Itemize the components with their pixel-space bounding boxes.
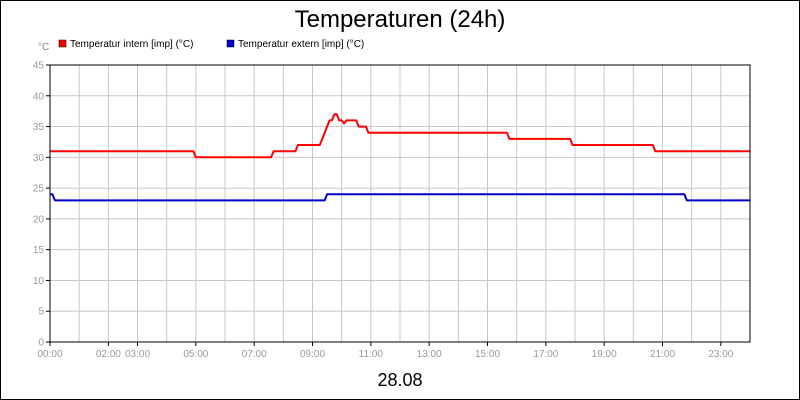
chart-title: Temperaturen (24h) [295,6,506,33]
x-tick-label: 07:00 [242,349,267,360]
x-tick-label: 23:00 [708,349,733,360]
axis-ticks: 0 5 10 15 20 25 30 35 40 45 00:00 02:00 03:00 05:00 07… [33,61,734,361]
x-tick-label: 00:00 [37,349,62,360]
x-tick-label: 02:00 [96,349,121,360]
series-line-extern [50,193,750,202]
y-tick-label: 25 [33,184,45,195]
y-tick-label: 5 [38,307,44,318]
x-tick-label: 19:00 [592,349,617,360]
y-tick-label: 10 [33,276,45,287]
grid [50,65,750,342]
y-tick-label: 30 [33,153,45,164]
legend-label-extern: Temperatur extern [imp] (°C) [238,39,364,50]
y-tick-label: 0 [38,338,44,349]
legend-label-intern: Temperatur intern [imp] (°C) [70,39,193,50]
x-tick-label: 21:00 [650,349,675,360]
date-label: 28.08 [377,370,422,390]
y-unit-label: °C [38,42,49,53]
y-tick-label: 15 [33,245,45,256]
x-tick-label: 17:00 [533,349,558,360]
x-tick-label: 15:00 [475,349,500,360]
legend: Temperatur intern [imp] (°C) Temperatur … [58,39,364,50]
x-tick-label: 05:00 [183,349,208,360]
y-tick-label: 35 [33,122,45,133]
legend-swatch-extern [226,39,235,48]
x-tick-label: 11:00 [359,349,384,360]
x-tick-label: 03:00 [125,349,150,360]
y-tick-label: 20 [33,214,45,225]
y-tick-label: 40 [33,91,45,102]
series-line-intern [50,113,750,159]
y-tick-label: 45 [33,61,45,72]
x-tick-label: 09:00 [300,349,325,360]
x-tick-label: 13:00 [417,349,442,360]
legend-swatch-intern [58,39,67,48]
series-lines [50,113,750,202]
plot-area-border [49,64,751,343]
